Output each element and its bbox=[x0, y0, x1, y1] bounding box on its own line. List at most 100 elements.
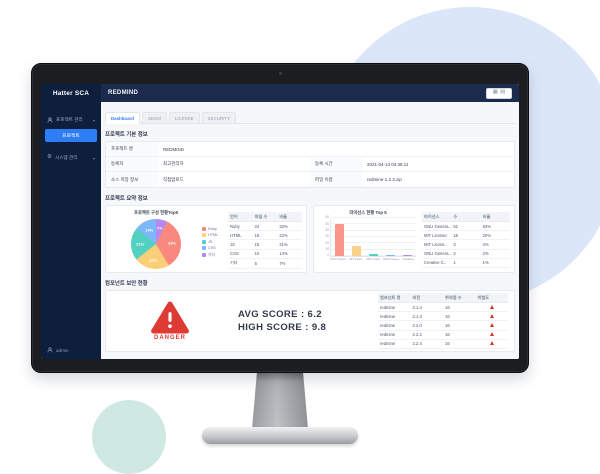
legend-swatch-icon bbox=[202, 226, 206, 231]
grid-line bbox=[331, 242, 416, 244]
risk-warning-icon bbox=[489, 313, 494, 318]
table-row: CSS 10 14% bbox=[228, 249, 302, 259]
table-cell: 51 bbox=[451, 221, 481, 232]
monitor: Hatter SCA REDMIND ▦ ▤ 프로젝트 관리 ▾ 프로젝트 bbox=[31, 63, 529, 373]
sidebar: 프로젝트 관리 ▾ 프로젝트 ⚙ 시스템 관리 ▾ admin bbox=[41, 102, 101, 359]
sidebar-user[interactable]: admin bbox=[47, 347, 69, 353]
field-value: 2021-04-13 04:38:11 bbox=[362, 157, 514, 172]
table-cell: 2.2.4 bbox=[410, 339, 443, 349]
bar-chart-title: 라이선스 현황 Top 5 bbox=[349, 210, 387, 215]
pie-slice-label: 33% bbox=[167, 240, 176, 246]
y-tick-label: 20 bbox=[325, 240, 329, 245]
legend-label: HTML bbox=[208, 233, 219, 237]
danger-warning-icon bbox=[151, 301, 189, 334]
column-header: 위험도 bbox=[475, 293, 508, 304]
table-cell: GNU Genera.. bbox=[422, 249, 452, 259]
table-cell: GNU Genera.. bbox=[422, 221, 452, 232]
table-cell: 16 bbox=[443, 339, 476, 349]
danger-label: DANGER bbox=[153, 335, 186, 341]
score-block: AVG SCORE : 6.2 HIGH SCORE : 9.8 bbox=[238, 308, 368, 334]
table-cell: MIT License bbox=[422, 230, 452, 241]
sidebar-item-label: 프로젝트 bbox=[62, 134, 80, 139]
field-value: 직접업로드 bbox=[163, 176, 184, 182]
column-header: 언어 bbox=[228, 212, 253, 222]
field-label: 파일 이름 bbox=[310, 172, 362, 187]
avg-score-text: AVG SCORE : 6.2 bbox=[238, 309, 322, 320]
table-row: redmine 2.1.4 16 bbox=[378, 302, 508, 313]
bar-column bbox=[335, 223, 344, 256]
sidebar-item-project-management[interactable]: 프로젝트 관리 ▾ bbox=[41, 114, 101, 126]
field-label: 등록 시간 bbox=[310, 157, 362, 172]
tab-dashboard[interactable]: Dashboard bbox=[105, 112, 140, 124]
legend-item: Ruby bbox=[202, 226, 228, 231]
table-row: GNU Genera.. 51 63% bbox=[422, 221, 510, 232]
bar-column bbox=[369, 254, 378, 256]
person-icon bbox=[47, 117, 53, 123]
bar-0 bbox=[335, 223, 344, 256]
grid-view-icon[interactable]: ▦ bbox=[492, 89, 498, 96]
table-cell: 2 bbox=[451, 249, 481, 259]
risk-warning-icon bbox=[489, 341, 494, 346]
sidebar-item-system-management[interactable]: ⚙ 시스템 관리 ▾ bbox=[41, 152, 101, 164]
field-value: redmine-1.2.3.zip bbox=[367, 177, 402, 182]
background-circle-small bbox=[92, 400, 166, 474]
risk-warning-icon bbox=[489, 332, 494, 337]
pie-slice-label: 7% bbox=[156, 225, 163, 231]
table-row: GNU Genera.. 2 2% bbox=[422, 249, 510, 259]
table-cell: 1 bbox=[451, 258, 481, 268]
language-table: 언어 파일 수 비율 Ruby 24 33% HTML 16 22% JS 15 21% CSS 10 14… bbox=[228, 212, 302, 269]
table-row: Ruby 24 33% bbox=[228, 221, 302, 232]
bar-3 bbox=[386, 254, 395, 256]
app-header: Hatter SCA REDMIND ▦ ▤ bbox=[41, 84, 519, 102]
tab-security[interactable]: SECURITY bbox=[201, 112, 236, 124]
pie-slice-label: 21% bbox=[135, 241, 145, 247]
sidebar-item-project-active[interactable]: 프로젝트 bbox=[45, 129, 97, 142]
table-cell: 20% bbox=[480, 230, 510, 241]
table-cell: CSS bbox=[228, 249, 253, 259]
column-header: 취약점 수 bbox=[443, 293, 476, 304]
license-table: 라이선스 수 비율 GNU Genera.. 51 63% MIT License 16 20%… bbox=[422, 212, 510, 268]
table-header-row: 컴포넌트 명 버전 취약점 수 위험도 bbox=[378, 293, 508, 304]
table-row: HTML 16 22% bbox=[228, 230, 302, 241]
tab-license[interactable]: LICENSE bbox=[168, 112, 200, 124]
table-cell: redmine bbox=[378, 302, 411, 313]
chevron-down-icon: ▾ bbox=[92, 155, 95, 161]
person-icon bbox=[47, 347, 53, 353]
legend-label: 기타 bbox=[208, 252, 215, 257]
field-label: 소스 저장 정보 bbox=[106, 172, 158, 187]
license-summary-card: 라이선스 현황 Top 5 0 10 20 30 40 50 60 GNU Gener.. M… bbox=[313, 205, 515, 273]
panel-view-icon[interactable]: ▤ bbox=[500, 89, 506, 96]
risk-warning-icon bbox=[489, 304, 494, 309]
basic-info-card: 프로젝트 명 REDMIND 등록자 최고관리자 등록 시간 2021-04-1… bbox=[105, 141, 515, 188]
column-header: 버전 bbox=[410, 293, 443, 304]
table-cell: 2% bbox=[480, 249, 510, 259]
section-title-summary: 프로젝트 요약 정보 bbox=[105, 196, 148, 202]
summary-row: 프로젝트 구성 현황Top5 33% 22% 21% 14% 7% Ruby HTML JS… bbox=[105, 205, 515, 273]
table-header-row: 라이선스 수 비율 bbox=[422, 212, 510, 222]
legend-item: CSS bbox=[202, 246, 228, 250]
pie-chart-title: 프로젝트 구성 현황Top5 bbox=[134, 210, 178, 215]
grid-line bbox=[331, 223, 416, 225]
table-cell: 16 bbox=[443, 302, 476, 313]
view-toggle-button[interactable]: ▦ ▤ bbox=[486, 87, 512, 99]
component-vulnerability-table: 컴포넌트 명 버전 취약점 수 위험도 redmine 2.1.4 16 redmine 2.1… bbox=[378, 293, 508, 349]
bar-1 bbox=[352, 245, 361, 256]
field-label: 프로젝트 명 bbox=[106, 142, 158, 157]
sidebar-user-label: admin bbox=[56, 347, 69, 353]
table-cell: 기타 bbox=[228, 258, 253, 269]
legend-label: Ruby bbox=[208, 226, 217, 231]
tab-sbom[interactable]: SBOM bbox=[141, 112, 167, 124]
table-row: MIT Licens.. 3 4% bbox=[422, 239, 510, 250]
bar-2 bbox=[369, 254, 378, 256]
table-cell: Creative C.. bbox=[422, 258, 452, 268]
table-cell: 21% bbox=[277, 239, 302, 250]
table-cell: redmine bbox=[378, 311, 411, 322]
legend-swatch-icon bbox=[202, 253, 206, 257]
table-row: redmine 2.2.2 16 bbox=[378, 330, 508, 340]
table-cell: 15 bbox=[252, 239, 278, 250]
field-label: 등록자 bbox=[106, 157, 158, 172]
table-cell: 16 bbox=[451, 230, 481, 241]
y-tick-label: 40 bbox=[325, 227, 329, 232]
risk-cell bbox=[475, 330, 508, 340]
license-table-wrap: 라이선스 수 비율 GNU Genera.. 51 63% MIT License 16 20%… bbox=[422, 210, 510, 268]
